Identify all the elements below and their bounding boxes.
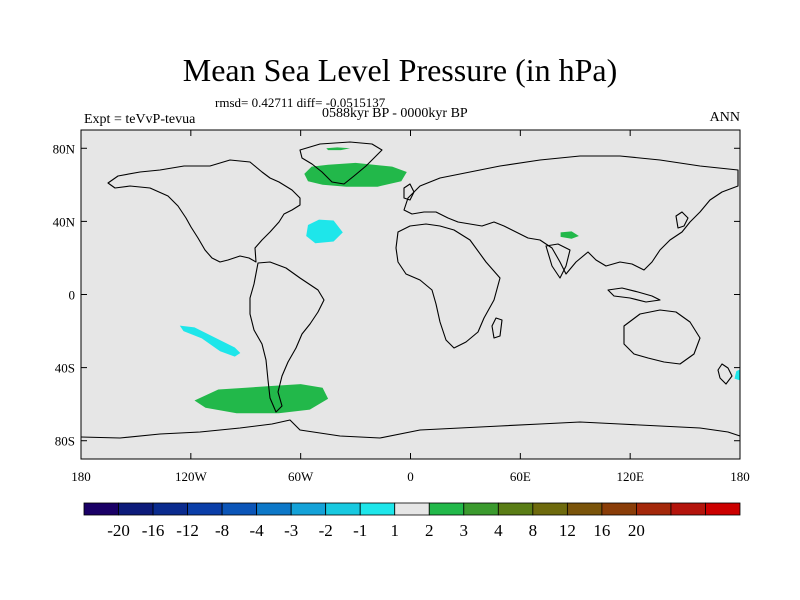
colorbar-label: 2 (425, 521, 434, 540)
y-tick-label: 80N (53, 141, 76, 156)
colorbar-swatch-1 (118, 502, 154, 516)
coast-africa (395, 223, 501, 349)
anomaly-region-2 (560, 231, 579, 239)
colorbar-swatch-12 (497, 502, 534, 516)
colorbar-swatch-3 (187, 502, 223, 516)
colorbar-swatch-6 (290, 502, 327, 516)
coastlines (80, 141, 741, 439)
period-line: 0588kyr BP - 0000kyr BP (322, 106, 468, 121)
colorbar-swatch-18 (705, 502, 741, 516)
colorbar-label: -2 (319, 521, 333, 540)
x-tick-label: 180 (730, 469, 750, 484)
colorbar-label: -20 (107, 521, 130, 540)
anomaly-region-4 (306, 219, 343, 244)
colorbar-swatch-2 (152, 502, 188, 516)
anomaly-region-3 (194, 384, 329, 414)
colorbar-label: 1 (390, 521, 399, 540)
colorbar-swatch-17 (670, 502, 706, 516)
colorbar-label: 12 (559, 521, 576, 540)
colorbar-label: -16 (142, 521, 165, 540)
colorbar-label: 8 (529, 521, 538, 540)
x-tick-label: 120E (616, 469, 644, 484)
colorbar-label: 3 (460, 521, 469, 540)
coast-australia (623, 309, 701, 365)
x-tick-label: 0 (407, 469, 414, 484)
coast-south-america (249, 261, 325, 413)
coast-japan (675, 211, 689, 229)
colorbar-swatch-13 (532, 502, 568, 516)
colorbar-swatch-5 (256, 502, 292, 516)
colorbar-swatch-9 (394, 502, 430, 516)
colorbar-swatch-11 (463, 502, 499, 516)
coast-madagascar (491, 317, 503, 339)
colorbar-label: 20 (628, 521, 645, 540)
colorbar-label: 4 (494, 521, 503, 540)
coast-india (545, 243, 571, 279)
colorbar-swatch-10 (428, 502, 465, 516)
colorbar-swatch-7 (325, 502, 361, 516)
colorbar-swatch-8 (359, 502, 396, 516)
anomaly-layer (179, 147, 740, 414)
y-tick-label: 40N (53, 214, 76, 229)
coast-new-zealand (717, 363, 733, 385)
x-tick-label: 60W (288, 469, 314, 484)
colorbar-label: -3 (284, 521, 298, 540)
axis-ticks: 180 120W 60W 0 60E 120E 180 80N 40N 0 40S 80S (53, 130, 750, 484)
stats-line: rmsd= 0.42711 diff= -0.0515137 (215, 95, 386, 110)
colorbar-swatch-16 (636, 502, 672, 516)
x-tick-label: 120W (175, 469, 208, 484)
chart-title: Mean Sea Level Pressure (in hPa) (182, 52, 618, 88)
colorbar-label: 16 (593, 521, 610, 540)
coast-uk (403, 183, 415, 201)
colorbar-label: -8 (215, 521, 229, 540)
anomaly-region-5 (179, 325, 241, 357)
y-tick-label: 0 (69, 288, 76, 303)
colorbar-swatch-0 (83, 502, 119, 516)
coast-greenland (299, 141, 383, 185)
season-label: ANN (709, 110, 740, 125)
coast-antarctica (80, 419, 741, 439)
colorbar: -20 -16 -12 -8 -4 -3 -2 -1 1 2 3 4 8 12 16 20 (83, 502, 741, 540)
map-background (81, 130, 740, 459)
colorbar-swatch-14 (566, 502, 603, 516)
colorbar-label: -1 (353, 521, 367, 540)
coast-eurasia (403, 155, 739, 275)
colorbar-label: -12 (176, 521, 199, 540)
colorbar-swatch-15 (601, 502, 637, 516)
coast-indonesia (607, 287, 661, 303)
y-tick-label: 80S (55, 434, 75, 449)
x-tick-label: 60E (510, 469, 531, 484)
x-tick-label: 180 (71, 469, 91, 484)
coast-north-america (107, 159, 301, 263)
colorbar-label: -4 (250, 521, 265, 540)
experiment-label: Expt = teVvP-tevua (84, 112, 196, 127)
anomaly-region-0 (326, 147, 351, 151)
colorbar-swatch-4 (221, 502, 258, 516)
y-tick-label: 40S (55, 361, 75, 376)
anomaly-region-6 (734, 369, 740, 381)
